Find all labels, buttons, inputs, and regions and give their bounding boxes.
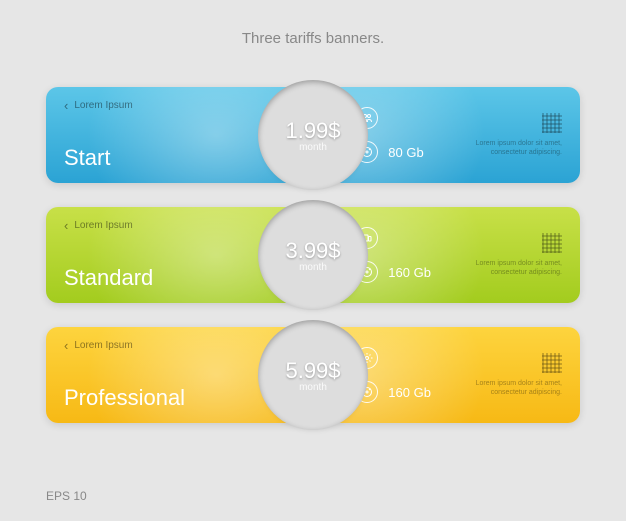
back-link[interactable]: ‹ Lorem Ipsum xyxy=(64,99,268,112)
back-text: Lorem Ipsum xyxy=(74,100,132,111)
back-text: Lorem Ipsum xyxy=(74,340,132,351)
back-text: Lorem Ipsum xyxy=(74,220,132,231)
plan-name: Start xyxy=(64,145,268,171)
description-text: Lorem ipsum dolor sit amet, consectetur … xyxy=(462,139,562,157)
storage-value: 160 Gb xyxy=(388,385,431,400)
price-period: month xyxy=(299,262,327,273)
price-circle: 1.99$ month xyxy=(264,86,362,184)
eps-label: EPS 10 xyxy=(46,489,87,503)
page-title: Three tariffs banners. xyxy=(0,30,626,47)
storage-row: 160 Gb xyxy=(356,261,431,283)
price-value: 1.99$ xyxy=(285,118,340,144)
price-circle: 5.99$ month xyxy=(264,326,362,424)
banner-left: ‹ Lorem Ipsum Professional xyxy=(46,327,286,423)
qr-icon xyxy=(542,233,562,253)
chevron-left-icon: ‹ xyxy=(64,219,68,232)
price-period: month xyxy=(299,142,327,153)
tariff-banner-standard[interactable]: ‹ Lorem Ipsum Standard 160 Gb Lorem ipsu… xyxy=(46,207,580,303)
qr-icon xyxy=(542,353,562,373)
description-text: Lorem ipsum dolor sit amet, consectetur … xyxy=(462,259,562,277)
tariff-banner-professional[interactable]: ‹ Lorem Ipsum Professional 160 Gb Lorem … xyxy=(46,327,580,423)
price-value: 5.99$ xyxy=(285,358,340,384)
price-period: month xyxy=(299,382,327,393)
plan-name: Standard xyxy=(64,265,268,291)
feature-row xyxy=(356,347,431,369)
description-text: Lorem ipsum dolor sit amet, consectetur … xyxy=(462,379,562,397)
chevron-left-icon: ‹ xyxy=(64,339,68,352)
info-column: Lorem ipsum dolor sit amet, consectetur … xyxy=(462,113,562,157)
banner-left: ‹ Lorem Ipsum Standard xyxy=(46,207,286,303)
banner-left: ‹ Lorem Ipsum Start xyxy=(46,87,286,183)
plan-name: Professional xyxy=(64,385,268,411)
chevron-left-icon: ‹ xyxy=(64,99,68,112)
feature-row xyxy=(356,227,431,249)
storage-value: 80 Gb xyxy=(388,145,423,160)
info-column: Lorem ipsum dolor sit amet, consectetur … xyxy=(462,353,562,397)
qr-icon xyxy=(542,113,562,133)
storage-value: 160 Gb xyxy=(388,265,431,280)
banners-container: ‹ Lorem Ipsum Start 80 Gb Lorem ipsum do… xyxy=(0,87,626,423)
info-column: Lorem ipsum dolor sit amet, consectetur … xyxy=(462,233,562,277)
back-link[interactable]: ‹ Lorem Ipsum xyxy=(64,339,268,352)
price-circle: 3.99$ month xyxy=(264,206,362,304)
price-value: 3.99$ xyxy=(285,238,340,264)
storage-row: 160 Gb xyxy=(356,381,431,403)
tariff-banner-start[interactable]: ‹ Lorem Ipsum Start 80 Gb Lorem ipsum do… xyxy=(46,87,580,183)
back-link[interactable]: ‹ Lorem Ipsum xyxy=(64,219,268,232)
